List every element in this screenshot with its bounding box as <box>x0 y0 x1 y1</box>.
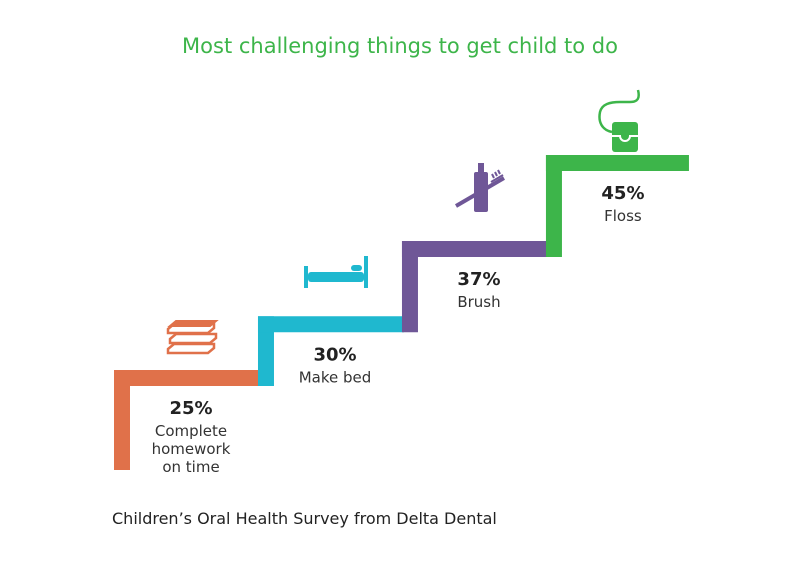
value-label: 30% <box>313 344 356 365</box>
step-riser <box>114 370 130 470</box>
category-label: Make bed <box>299 368 372 386</box>
step-riser <box>401 241 418 333</box>
books-icon <box>166 320 219 355</box>
value-label: 25% <box>169 398 212 419</box>
value-label: 37% <box>457 269 500 290</box>
category-label: on time <box>162 458 219 476</box>
bed-icon <box>304 256 368 288</box>
step-riser <box>257 316 274 386</box>
value-label: 45% <box>601 183 644 204</box>
category-label: homework <box>152 440 231 458</box>
step-tread <box>257 316 404 333</box>
floss-icon <box>598 89 640 152</box>
step-tread <box>114 370 260 386</box>
category-label: Complete <box>155 422 227 440</box>
category-label: Brush <box>457 293 500 311</box>
toothbrush-toothpaste-icon <box>454 163 506 212</box>
chart-title: Most challenging things to get child to … <box>182 34 618 58</box>
step-tread <box>545 155 689 171</box>
step-3: 37% Brush <box>401 163 548 333</box>
source-note: Children’s Oral Health Survey from Delta… <box>112 509 497 528</box>
step-4: 45% Floss <box>545 89 689 257</box>
category-label: Floss <box>604 207 642 225</box>
step-tread <box>401 241 548 257</box>
step-2: 30% Make bed <box>257 256 404 386</box>
step-riser <box>545 155 562 257</box>
